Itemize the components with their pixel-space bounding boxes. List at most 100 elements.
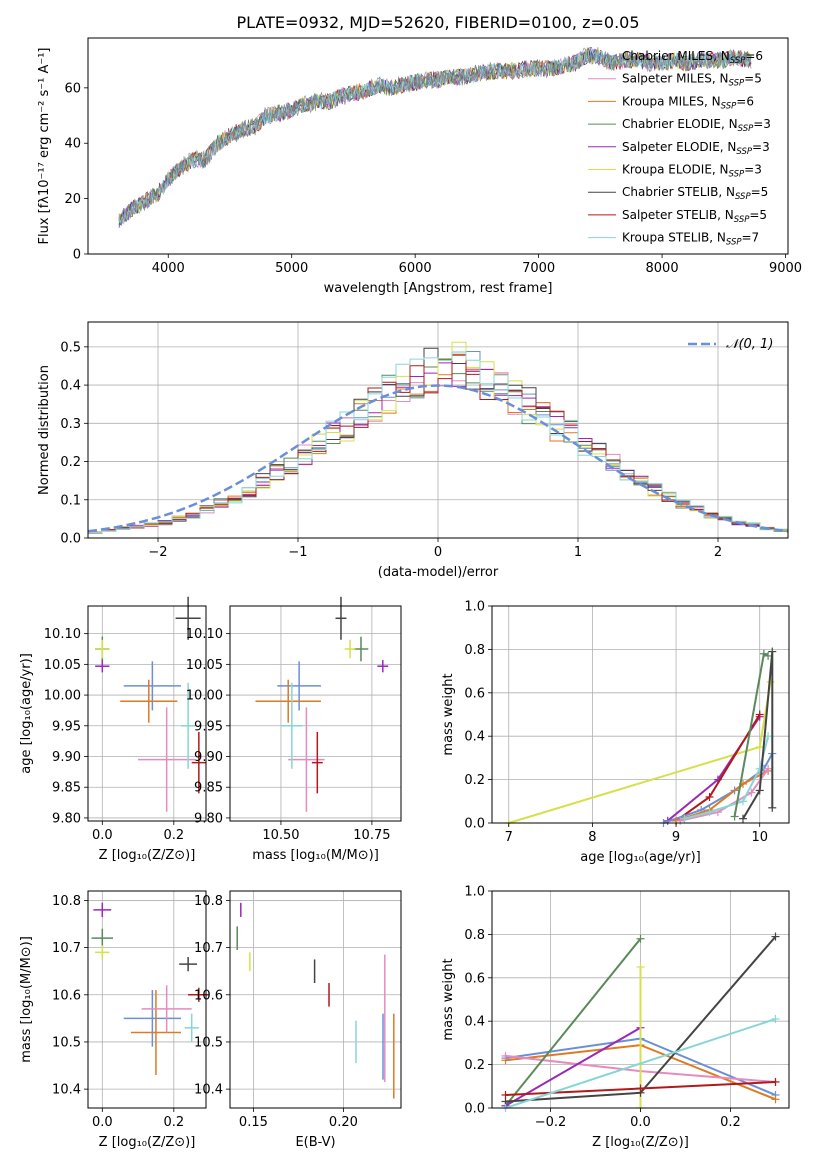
y-axis-label: Flux [fλ10⁻¹⁷ erg cm⁻² s⁻¹ A⁻¹] (37, 48, 52, 245)
errorbar-point (180, 682, 196, 769)
x-axis-label: Z [log₁₀(Z/Z⊙)] (592, 1135, 689, 1150)
plot-area (95, 596, 206, 812)
legend-subscript: SSP (730, 56, 746, 66)
y-tick-label: 10.6 (194, 988, 223, 1003)
errorbar-point (95, 639, 110, 659)
x-axis-label: mass [log₁₀(M/M⊙)] (252, 848, 379, 863)
errorbar-point (280, 682, 303, 769)
errorbar-point (311, 731, 323, 794)
x-tick-label: 10.75 (353, 828, 390, 843)
legend-text: =6 (745, 49, 763, 63)
legend-label: Kroupa MILES, NSSP=6 (622, 94, 754, 111)
axes-layer: 4000 5000 6000 7000 8000 90000204060wavelengt… (19, 37, 802, 1150)
y-tick-label: 9.80 (52, 811, 81, 826)
legend-subscript: SSP (738, 124, 754, 134)
legend-subscript: SSP (729, 170, 745, 180)
x-tick-label: 0.0 (630, 1115, 651, 1130)
legend-text: =5 (751, 185, 769, 199)
y-tick-label: 10.00 (44, 689, 81, 704)
gaussian-curve (88, 384, 788, 533)
legend-text: =3 (753, 117, 771, 131)
y-tick-label: 10.10 (44, 627, 81, 642)
panel-age_vs_Z: 0.0 0.2 9.80 9.85 9.90 9.95 10.00 10.05 10.10 Z [… (19, 596, 207, 863)
y-axis-label: mass [log₁₀(M/M⊙)] (19, 936, 34, 1063)
errorbar-point (179, 957, 198, 972)
legend-text: Kroupa ELODIE, N (622, 163, 729, 177)
errorbar-point (255, 679, 321, 723)
x-tick-label: 0.0 (92, 1115, 113, 1130)
errorbar-point (335, 596, 347, 640)
legend-text: =5 (749, 208, 767, 222)
errorbar-point (377, 660, 389, 673)
y-tick-label: 9.95 (194, 719, 223, 734)
errorbar-point (93, 902, 112, 917)
x-axis-label: age [log₁₀(age/yr)] (580, 850, 701, 865)
x-tick-label: 8000 (646, 261, 679, 276)
x-tick-label: 9 (672, 830, 680, 845)
x-tick-label: 0.2 (163, 828, 184, 843)
mass-weight-line (505, 1018, 776, 1109)
plot-area (255, 596, 389, 812)
y-tick-label: 1.0 (464, 885, 485, 900)
x-axis-label: wavelength [Angstrom, rest frame] (324, 281, 553, 296)
x-tick-label: 7 (505, 830, 513, 845)
panel-age_vs_mass: 10.50 10.75 9.80 9.85 9.90 9.95 10.00 10.05 10.1… (186, 596, 402, 863)
plot-area (88, 341, 788, 534)
y-tick-label: 0.4 (60, 379, 81, 394)
x-tick-label: 10 (751, 830, 768, 845)
y-tick-label: 9.80 (194, 811, 223, 826)
errorbar-point (91, 928, 114, 948)
plot-area (118, 46, 752, 229)
errorbar-point (344, 639, 356, 659)
y-tick-label: 9.90 (194, 750, 223, 765)
axes-frame (491, 890, 790, 1109)
y-tick-label: 9.90 (52, 750, 81, 765)
axes-frame (87, 890, 207, 1109)
panel-residuals: −2 −1 0 1 2 0.0 0.1 0.2 0.3 0.4 0.5 (data-model)/er… (37, 321, 789, 580)
y-tick-label: 0.6 (464, 686, 485, 701)
y-tick-label: 0.0 (464, 1102, 485, 1117)
errorbar-point (120, 679, 178, 723)
errorbar-point (141, 985, 192, 1033)
legend-text: =6 (736, 94, 754, 108)
y-tick-label: 40 (64, 137, 81, 152)
legend-label: Chabrier STELIB, NSSP=5 (622, 185, 768, 202)
axes-frame (87, 321, 789, 539)
errorbar-point (288, 707, 325, 812)
y-tick-label: 1.0 (464, 600, 485, 615)
panel-mass_vs_ebv: 0.15 0.20 10.4 10.5 10.6 10.7 10.8 E(B-V) (194, 890, 402, 1150)
mass-weight-line (504, 938, 642, 1107)
legend-text: Salpeter STELIB, N (622, 208, 734, 222)
y-tick-label: 0.5 (60, 340, 81, 355)
y-tick-label: 0.8 (464, 928, 485, 943)
legend-label: Chabrier MILES, NSSP=6 (622, 49, 763, 66)
y-tick-label: 60 (64, 81, 81, 96)
y-tick-label: 0 (73, 248, 81, 263)
legend-label: Kroupa ELODIE, NSSP=3 (622, 163, 762, 180)
x-tick-label: 0.15 (239, 1115, 268, 1130)
errorbar-point (130, 990, 181, 1075)
errorbar-point (95, 660, 110, 673)
x-tick-label: 0.2 (163, 1115, 184, 1130)
legend-text: =3 (744, 163, 762, 177)
y-tick-label: 10.05 (186, 658, 223, 673)
residual-histogram (88, 351, 788, 533)
axes-frame (87, 37, 789, 255)
mass-weight-line (667, 716, 761, 822)
x-tick-label: 4000 (152, 261, 185, 276)
y-tick-label: 0.6 (464, 971, 485, 986)
y-tick-label: 9.95 (52, 719, 81, 734)
axes-frame (87, 605, 207, 822)
legend-text: =7 (742, 231, 760, 245)
legend-text: Salpeter ELODIE, N (622, 140, 736, 154)
figure-title: PLATE=0932, MJD=52620, FIBERID=0100, z=0… (236, 13, 639, 32)
y-tick-label: 10.7 (52, 941, 81, 956)
y-tick-label: 20 (64, 192, 81, 207)
legend-text: Chabrier MILES, N (622, 49, 730, 63)
x-tick-label: 5000 (275, 261, 308, 276)
y-tick-label: 9.85 (52, 781, 81, 796)
y-tick-label: 10.05 (44, 658, 81, 673)
x-tick-label: 0.0 (92, 828, 113, 843)
y-tick-label: 0.0 (60, 532, 81, 547)
y-tick-label: 0.0 (464, 817, 485, 832)
